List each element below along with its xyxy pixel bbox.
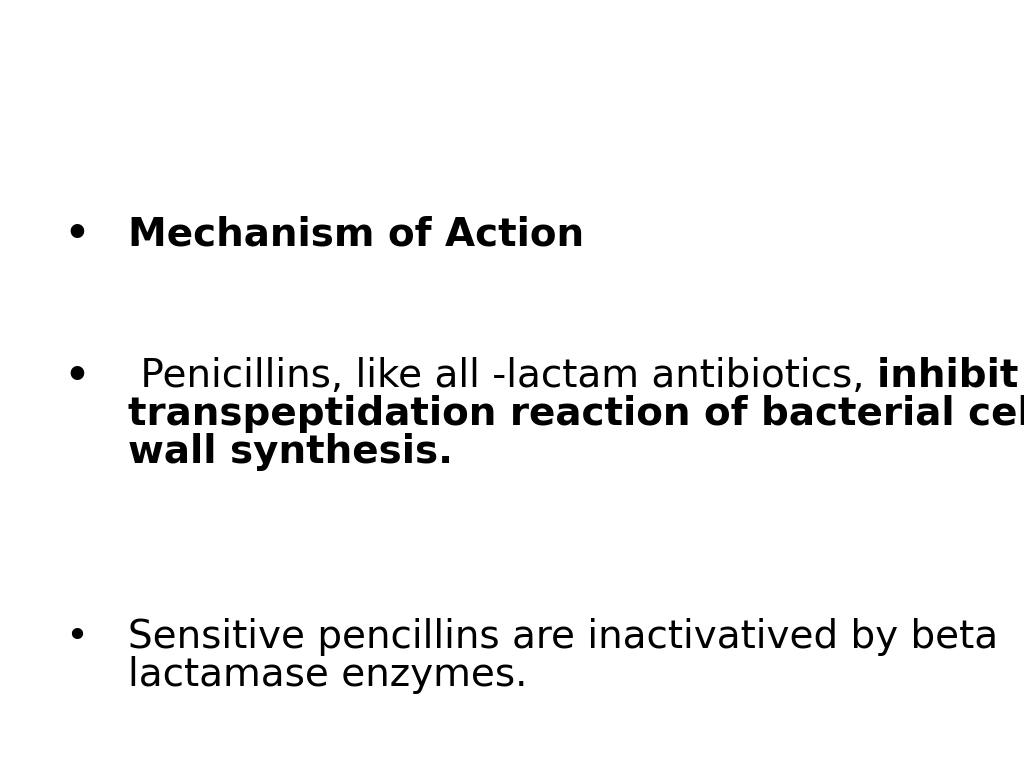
Text: inhibit bacterial growth by interfering with the: inhibit bacterial growth by interfering … bbox=[877, 357, 1024, 395]
Text: •: • bbox=[65, 215, 89, 253]
Text: Mechanism of Action: Mechanism of Action bbox=[128, 215, 584, 253]
Text: •: • bbox=[65, 357, 89, 395]
Text: lactamase enzymes.: lactamase enzymes. bbox=[128, 656, 527, 694]
Text: wall synthesis.: wall synthesis. bbox=[128, 433, 453, 471]
Text: •: • bbox=[66, 618, 88, 656]
Text: Penicillins, like all -lactam antibiotics,: Penicillins, like all -lactam antibiotic… bbox=[128, 357, 877, 395]
Text: Sensitive pencillins are inactivatived by beta: Sensitive pencillins are inactivatived b… bbox=[128, 618, 998, 656]
Text: :: : bbox=[129, 215, 142, 253]
Text: transpeptidation reaction of bacterial cell: transpeptidation reaction of bacterial c… bbox=[128, 395, 1024, 433]
